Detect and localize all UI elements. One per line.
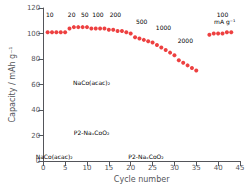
svg-text:200: 200 [110, 11, 122, 18]
svg-text:NaCo(acac)₂: NaCo(acac)₂ [36, 153, 74, 160]
svg-text:25: 25 [148, 164, 157, 172]
svg-text:20: 20 [31, 132, 40, 140]
svg-text:5: 5 [63, 164, 67, 172]
svg-text:P2-NaₓCoO₂: P2-NaₓCoO₂ [128, 153, 164, 160]
svg-text:20: 20 [126, 164, 135, 172]
svg-text:15: 15 [104, 164, 113, 172]
svg-text:100: 100 [27, 30, 40, 38]
svg-text:100: 100 [217, 11, 229, 18]
svg-text:45: 45 [236, 164, 245, 172]
svg-text:10: 10 [46, 11, 54, 18]
svg-text:NaCo(acac)₂: NaCo(acac)₂ [73, 79, 111, 86]
svg-text:40: 40 [214, 164, 223, 172]
svg-text:35: 35 [192, 164, 201, 172]
svg-text:60: 60 [31, 81, 40, 89]
svg-text:2000: 2000 [178, 37, 193, 44]
svg-text:P2-NaₓCoO₂: P2-NaₓCoO₂ [74, 129, 110, 136]
svg-text:10: 10 [83, 164, 92, 172]
svg-text:0: 0 [35, 157, 41, 165]
svg-text:Cycle number: Cycle number [114, 175, 170, 184]
svg-text:120: 120 [27, 4, 40, 12]
svg-text:80: 80 [31, 55, 40, 63]
svg-text:mA g⁻¹: mA g⁻¹ [214, 18, 236, 26]
svg-text:100: 100 [92, 11, 104, 18]
svg-text:1000: 1000 [156, 24, 171, 31]
svg-text:40: 40 [31, 106, 40, 114]
svg-text:30: 30 [170, 164, 179, 172]
svg-text:Capacity / mAh g⁻¹: Capacity / mAh g⁻¹ [8, 46, 17, 122]
svg-text:50: 50 [81, 11, 89, 18]
svg-text:20: 20 [68, 11, 76, 18]
svg-text:0: 0 [41, 164, 45, 172]
svg-text:500: 500 [136, 18, 148, 25]
